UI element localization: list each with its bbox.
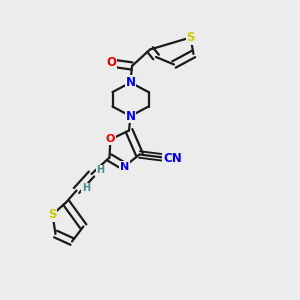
Text: O: O [106,56,116,70]
Text: N: N [125,110,136,123]
Text: CN: CN [163,152,182,165]
Text: S: S [186,31,195,44]
Text: O: O [106,134,115,145]
Text: H: H [96,165,105,176]
Text: H: H [82,183,90,193]
Text: S: S [48,208,57,221]
Text: N: N [120,161,129,172]
Text: N: N [125,76,136,89]
